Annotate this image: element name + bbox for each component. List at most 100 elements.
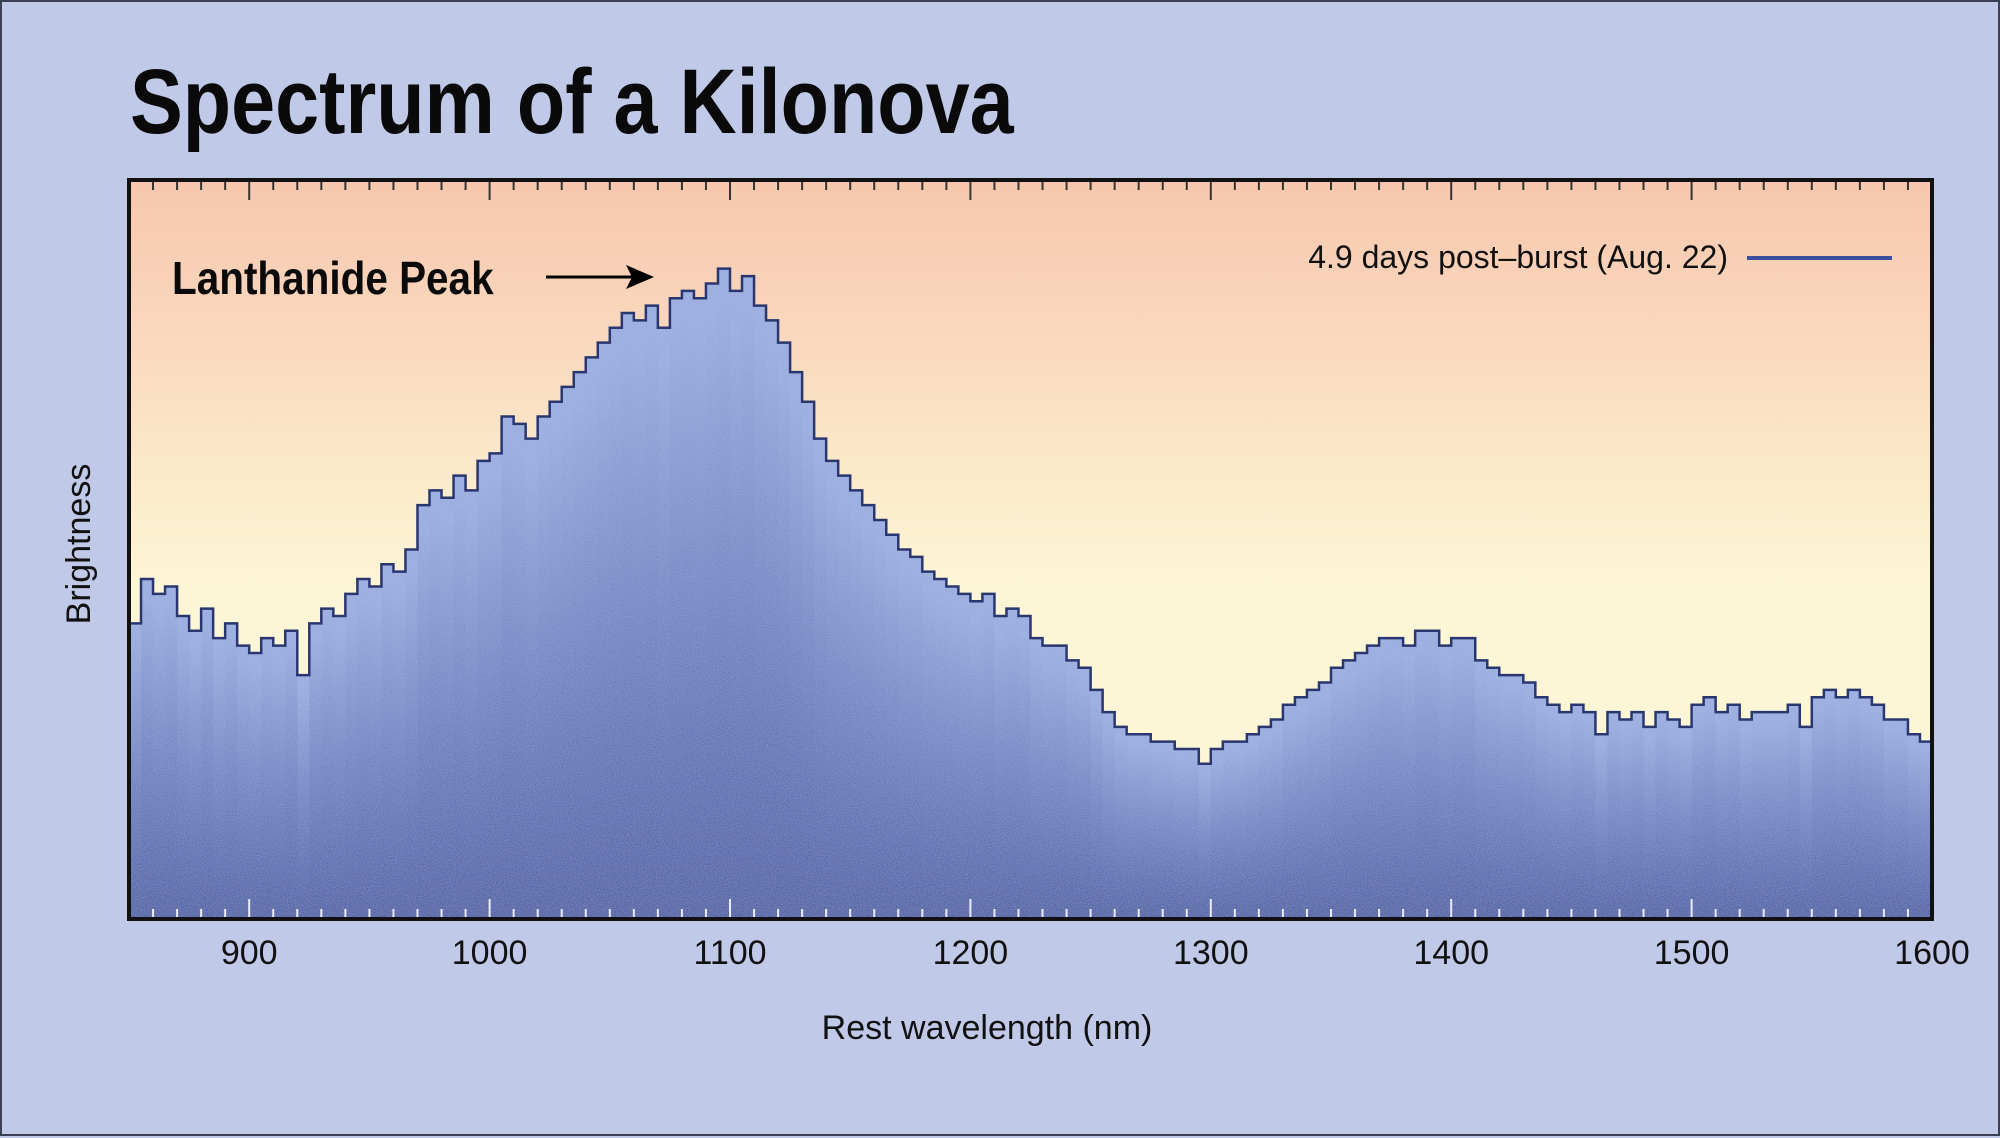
spectrum-bin bbox=[1499, 675, 1512, 919]
spectrum-bin bbox=[381, 564, 395, 919]
spectrum-bin bbox=[1427, 630, 1440, 919]
spectrum-bin bbox=[393, 571, 407, 919]
spectrum-bin bbox=[1751, 712, 1765, 919]
spectrum-bin bbox=[1871, 704, 1885, 919]
x-tick-label: 1000 bbox=[452, 934, 528, 972]
spectrum-bin bbox=[1883, 719, 1897, 919]
spectrum-bin bbox=[970, 601, 984, 919]
spectrum-bin bbox=[633, 320, 647, 919]
spectrum-bin bbox=[1655, 712, 1669, 919]
spectrum-bin bbox=[1595, 734, 1609, 919]
spectrum-bin bbox=[1583, 712, 1597, 919]
spectrum-bin bbox=[129, 623, 142, 919]
spectrum-bin bbox=[345, 593, 358, 919]
spectrum-bin bbox=[1090, 689, 1104, 919]
spectrum-bin bbox=[946, 586, 959, 919]
spectrum-bin bbox=[1415, 630, 1428, 919]
spectrum-bin bbox=[1114, 726, 1128, 919]
spectrum-bin bbox=[1258, 726, 1272, 919]
spectrum-bin bbox=[802, 401, 815, 919]
spectrum-bin bbox=[249, 652, 262, 919]
spectrum-bin bbox=[1294, 697, 1308, 919]
spectrum-bin bbox=[1607, 712, 1621, 919]
spectrum-bin bbox=[1234, 741, 1248, 919]
x-tick-label: 1300 bbox=[1173, 934, 1249, 972]
spectrum-bin bbox=[898, 549, 911, 919]
spectrum-bin bbox=[1571, 704, 1585, 919]
legend-label: 4.9 days post–burst (Aug. 22) bbox=[1308, 239, 1728, 275]
spectrum-bin bbox=[1631, 712, 1645, 919]
x-axis-label: Rest wavelength (nm) bbox=[822, 1009, 1153, 1047]
spectrum-bin bbox=[441, 497, 455, 919]
spectrum-bin bbox=[1715, 712, 1729, 919]
spectrum-bin bbox=[549, 401, 563, 919]
spectrum-bin bbox=[237, 645, 250, 919]
spectrum-bin bbox=[1042, 645, 1056, 919]
spectrum-bin bbox=[309, 623, 322, 919]
spectrum-bin bbox=[1739, 719, 1753, 919]
spectrum-bin bbox=[1150, 741, 1164, 919]
spectrum-bin bbox=[742, 276, 755, 919]
spectrum-bin bbox=[621, 313, 635, 919]
spectrum-bin bbox=[1391, 638, 1404, 919]
spectrum-bin bbox=[489, 453, 503, 919]
y-axis-label: Brightness bbox=[60, 464, 98, 625]
spectrum-bin bbox=[766, 320, 779, 919]
annotation-arrow bbox=[546, 265, 654, 289]
spectrum-bin bbox=[922, 571, 935, 919]
spectrum-bin bbox=[1619, 719, 1633, 919]
spectrum-bin bbox=[693, 298, 707, 919]
spectrum-bin bbox=[1282, 704, 1296, 919]
spectrum-bin bbox=[573, 372, 587, 919]
spectrum-bin bbox=[1787, 704, 1801, 919]
spectrum-bin bbox=[1186, 749, 1200, 919]
spectrum-bin bbox=[1126, 734, 1140, 919]
spectrum-bin bbox=[886, 534, 899, 919]
spectrum-bin bbox=[357, 579, 370, 919]
spectrum-bin bbox=[477, 460, 491, 919]
spectrum-bin bbox=[1343, 660, 1356, 919]
spectrum-bin bbox=[297, 675, 310, 919]
spectrum-bin bbox=[1054, 645, 1068, 919]
spectrum-bin bbox=[681, 290, 695, 920]
x-tick-label: 1100 bbox=[693, 934, 766, 972]
spectrum-bin bbox=[141, 579, 154, 919]
spectrum-bin bbox=[1859, 697, 1873, 919]
spectrum-bin bbox=[1643, 726, 1657, 919]
spectrum-bin bbox=[1018, 616, 1032, 919]
spectrum-bin bbox=[790, 372, 803, 919]
spectrum-bin bbox=[333, 616, 346, 919]
spectrum-bin bbox=[1775, 712, 1789, 919]
spectrum-bin bbox=[153, 593, 166, 919]
spectrum-bin bbox=[1835, 697, 1849, 919]
x-tick-labels: 900 1000 1100 1200 1300 1400 1500 1600 bbox=[221, 934, 1970, 972]
spectrum-bin bbox=[1198, 763, 1212, 919]
spectrum-bin bbox=[585, 357, 599, 919]
spectrum-outline bbox=[129, 267, 1932, 766]
spectrum-bin bbox=[1763, 712, 1777, 919]
spectrum-bin bbox=[730, 290, 743, 920]
spectrum-bin bbox=[201, 608, 214, 919]
spectrum-bin bbox=[1847, 689, 1861, 919]
spectrum-bin bbox=[1679, 726, 1693, 919]
spectrum-bin bbox=[1331, 667, 1344, 919]
spectrum-bin bbox=[850, 490, 863, 919]
spectrum-bin bbox=[1355, 652, 1368, 919]
spectrum-bin bbox=[1174, 749, 1188, 919]
spectrum-bin bbox=[1511, 675, 1524, 919]
spectrum-bin bbox=[814, 438, 827, 919]
spectrum-bin bbox=[705, 283, 719, 920]
spectrum-bin bbox=[1403, 645, 1416, 919]
spectrum-bin bbox=[1475, 660, 1488, 919]
x-tick-label: 1500 bbox=[1654, 934, 1730, 972]
spectrum-bin bbox=[1318, 682, 1332, 919]
spectrum-bin bbox=[417, 505, 431, 919]
spectrum-bin bbox=[1222, 741, 1236, 919]
spectrum-bin bbox=[609, 327, 623, 919]
spectrum-bin bbox=[1895, 719, 1909, 919]
spectrum-bin bbox=[285, 630, 298, 919]
spectrum-bin bbox=[657, 327, 671, 919]
spectrum-bin bbox=[1799, 726, 1813, 919]
